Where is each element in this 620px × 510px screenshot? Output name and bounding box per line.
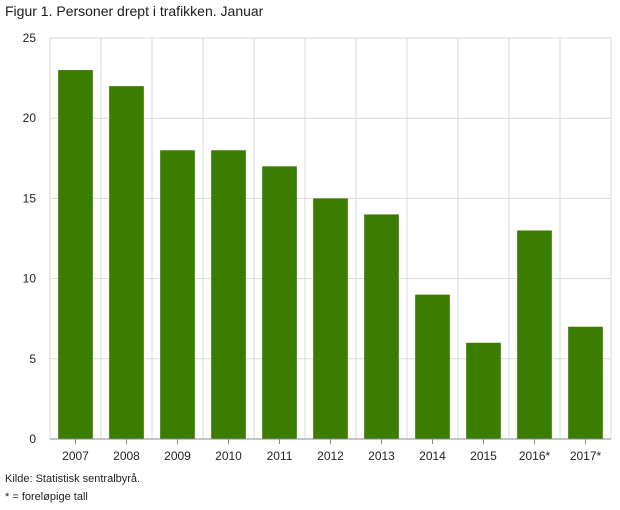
bar-2014 (415, 294, 450, 439)
y-tick-label: 25 (23, 31, 37, 45)
x-tick-label: 2010 (215, 449, 242, 463)
bar-2008 (109, 86, 144, 440)
bar-2017-prelim (568, 326, 603, 439)
x-tick-label: 2009 (164, 449, 191, 463)
x-tick-label: 2016* (519, 449, 551, 463)
bar-chart: 0 5 10 15 20 25 2007 2008 2009 2010 2011 2012 2013 20… (23, 31, 612, 463)
preliminary-note: * = foreløpige tall (5, 491, 88, 503)
x-tick-label: 2007 (62, 449, 89, 463)
x-tick-label: 2013 (368, 449, 395, 463)
source-note: Kilde: Statistisk sentralbyrå. (5, 473, 141, 485)
x-tick-label: 2014 (419, 449, 446, 463)
x-tick-label: 2011 (267, 449, 293, 463)
x-tick-label: 2015 (470, 449, 497, 463)
bar-2011 (262, 166, 297, 439)
y-tick-label: 0 (29, 432, 36, 446)
y-tick-label: 10 (23, 272, 37, 286)
chart-title: Figur 1. Personer drept i trafikken. Jan… (5, 3, 264, 19)
bar-2015 (466, 342, 501, 439)
bar-2016-prelim (517, 230, 552, 439)
x-tick-label: 2008 (113, 449, 140, 463)
bar-2010 (211, 150, 246, 439)
x-tick-label: 2012 (317, 449, 344, 463)
bar-2007 (58, 70, 93, 439)
bar-2013 (364, 214, 399, 439)
bar-2012 (313, 198, 348, 439)
y-tick-label: 5 (29, 352, 36, 366)
y-tick-label: 20 (23, 111, 37, 125)
y-tick-label: 15 (23, 191, 37, 205)
bar-2009 (160, 150, 195, 439)
x-tick-label: 2017* (570, 449, 602, 463)
